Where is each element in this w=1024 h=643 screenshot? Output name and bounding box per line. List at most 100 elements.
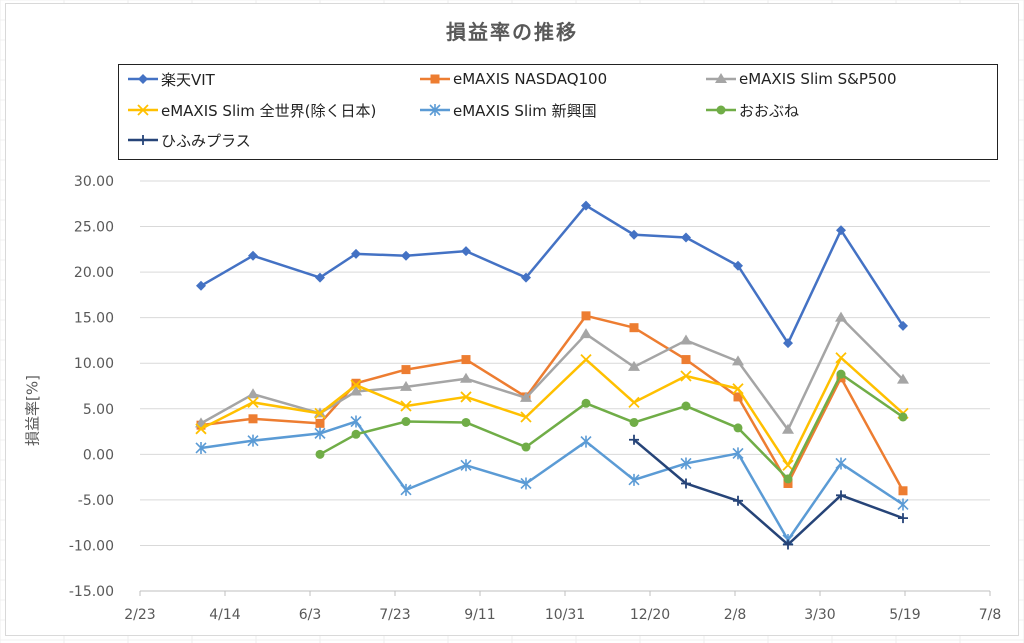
data-point	[520, 391, 532, 402]
data-point	[681, 401, 691, 411]
legend-label: ひふみプラス	[161, 131, 251, 150]
data-point	[581, 200, 591, 211]
y-tick-label: 15.00	[74, 311, 114, 327]
data-point	[461, 417, 471, 427]
data-point	[581, 311, 591, 321]
x-tick-label: 4/14	[209, 607, 241, 623]
data-point	[732, 355, 744, 366]
data-point	[628, 360, 640, 371]
data-point	[460, 459, 472, 472]
series-path	[200, 316, 904, 431]
data-point	[629, 229, 639, 240]
data-point	[782, 423, 794, 434]
series-path	[200, 420, 904, 542]
data-point	[681, 478, 691, 489]
legend-label: おおぶね	[739, 101, 800, 120]
x-tick-label: 7/23	[379, 607, 410, 623]
series-line	[196, 200, 908, 349]
data-point	[314, 407, 326, 419]
legend-item: eMAXIS Slim 新興国	[419, 99, 597, 121]
data-point	[248, 250, 258, 261]
legend-swatch	[420, 74, 450, 84]
data-point	[521, 272, 531, 283]
data-point	[629, 434, 639, 445]
data-point	[836, 369, 846, 379]
series-path	[200, 204, 905, 345]
series-path	[200, 356, 904, 467]
x-tick-label: 12/20	[630, 607, 670, 623]
data-point	[138, 135, 148, 145]
data-point	[733, 392, 743, 402]
data-point	[196, 280, 206, 291]
x-tick-label: 9/11	[464, 607, 495, 623]
data-point	[401, 250, 411, 261]
data-point	[137, 104, 149, 116]
data-point	[429, 104, 441, 116]
data-point	[898, 486, 908, 496]
series-line	[195, 311, 909, 434]
data-point	[460, 391, 472, 403]
y-tick-label: 10.00	[74, 356, 114, 372]
data-point	[351, 429, 361, 439]
x-tick-label: 6/3	[299, 607, 322, 623]
legend-item: eMAXIS Slim 全世界(除く日本)	[127, 99, 376, 121]
data-point	[580, 328, 592, 339]
data-point	[460, 372, 472, 383]
data-point	[400, 380, 412, 391]
data-point	[835, 352, 847, 364]
x-tick-labels: 2/23 4/14 6/3 7/23 9/11 10/31 12/20 2/8 3/30 5/19…	[124, 591, 1001, 623]
data-point	[580, 353, 592, 366]
data-point	[733, 260, 743, 271]
series-path	[319, 372, 904, 481]
data-point	[350, 385, 362, 396]
legend-swatch	[128, 104, 158, 116]
data-point	[783, 539, 793, 550]
y-tick-label: -5.00	[78, 493, 114, 509]
legend-label: eMAXIS Slim S&P500	[739, 70, 897, 88]
data-point	[715, 73, 727, 83]
legend-item: 楽天VIT	[127, 68, 215, 90]
y-tick-label: 25.00	[74, 220, 114, 236]
series-line	[195, 415, 909, 546]
data-point	[580, 435, 592, 448]
legend-item: おおぶね	[705, 99, 799, 121]
data-point	[628, 473, 640, 486]
legend-swatch	[128, 135, 158, 145]
legend-swatch	[420, 104, 450, 116]
x-tick-label: 2/23	[124, 607, 155, 623]
data-point	[461, 246, 471, 257]
x-tick-label: 3/30	[804, 607, 835, 623]
legend-item: ひふみプラス	[127, 129, 251, 151]
data-point	[350, 415, 362, 428]
data-point	[716, 105, 726, 115]
y-tick-label: 30.00	[74, 174, 114, 190]
legend-label: 楽天VIT	[161, 70, 215, 89]
legend-label: eMAXIS NASDAQ100	[453, 70, 608, 88]
data-point	[520, 411, 532, 423]
data-point	[732, 447, 744, 460]
data-point	[314, 427, 326, 440]
data-point	[315, 449, 325, 459]
data-point	[680, 334, 692, 345]
data-point	[401, 365, 411, 375]
data-point	[351, 378, 361, 388]
data-point	[836, 225, 846, 236]
gridlines	[140, 180, 990, 592]
data-point	[581, 398, 591, 408]
series-line	[629, 434, 908, 550]
data-point	[315, 272, 325, 283]
data-point	[138, 74, 148, 84]
x-tick-label: 5/19	[889, 607, 920, 623]
data-point	[195, 441, 207, 454]
data-point	[351, 248, 361, 259]
data-point	[247, 434, 259, 447]
legend: 楽天VIT eMAXIS NASDAQ100 eMAXIS Slim S&P500 e…	[118, 64, 998, 160]
data-point	[897, 498, 909, 511]
legend-label: eMAXIS Slim 新興国	[453, 101, 597, 120]
y-tick-label: 0.00	[83, 447, 114, 463]
y-tick-label: 20.00	[74, 265, 114, 281]
data-point	[733, 423, 743, 433]
data-point	[195, 423, 207, 435]
y-tick-label: 5.00	[83, 402, 114, 418]
legend-label: eMAXIS Slim 全世界(除く日本)	[161, 101, 377, 120]
